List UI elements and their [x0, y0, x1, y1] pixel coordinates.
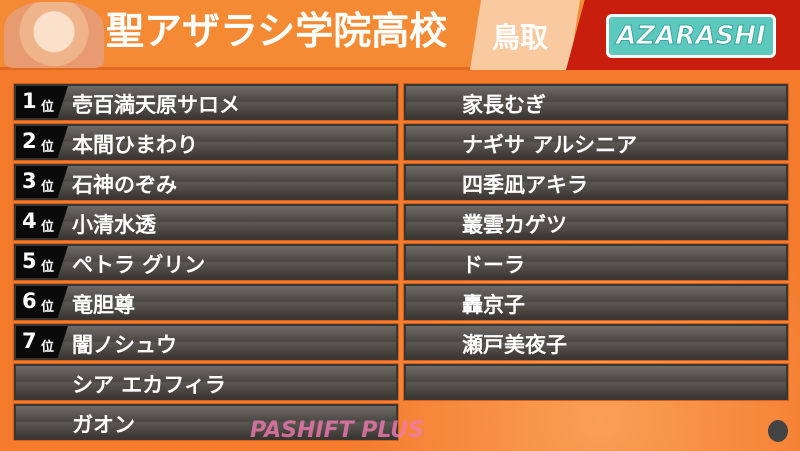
channel-icon: [768, 420, 788, 442]
member-row: 轟京子: [404, 284, 788, 320]
rank-number: 6: [22, 289, 37, 313]
member-name: ドーラ: [462, 253, 525, 277]
member-name: 家長むぎ: [462, 93, 546, 117]
school-title: 聖アザラシ学院高校: [106, 9, 448, 53]
member-name: ペトラ グリン: [72, 253, 206, 277]
rank-suffix: 位: [41, 220, 55, 235]
azarashi-logo: AZARASHI: [606, 14, 776, 58]
ranking-row: 6 位竜胆尊: [14, 284, 398, 320]
rank-number: 2: [22, 129, 37, 153]
ranking-row: 2 位本間ひまわり: [14, 124, 398, 160]
member-name: 叢雲カゲツ: [462, 213, 567, 237]
member-name: 轟京子: [462, 293, 525, 317]
member-row: ナギサ アルシニア: [404, 124, 788, 160]
member-row: 瀬戸美夜子: [404, 324, 788, 360]
ranking-row: 7 位闇ノシュウ: [14, 324, 398, 360]
member-name: 四季凪アキラ: [462, 173, 588, 197]
member-name: ナギサ アルシニア: [462, 133, 638, 157]
rank-suffix: 位: [41, 340, 55, 355]
member-row: ドーラ: [404, 244, 788, 280]
member-row: 四季凪アキラ: [404, 164, 788, 200]
member-name: 石神のぞみ: [72, 173, 177, 197]
ranking-row: シア エカフィラ: [14, 364, 398, 400]
rank-suffix: 位: [41, 100, 55, 115]
member-row: [404, 364, 788, 400]
rank-number: 7: [22, 329, 37, 353]
ranking-row: ガオン: [14, 404, 398, 440]
member-name: シア エカフィラ: [72, 373, 226, 397]
rank-number: 3: [22, 169, 37, 193]
character-avatar: [4, 2, 104, 68]
rank-suffix: 位: [41, 300, 55, 315]
member-row: 家長むぎ: [404, 84, 788, 120]
ranking-row: 1 位壱百満天原サロメ: [14, 84, 398, 120]
member-name: ガオン: [72, 413, 135, 437]
rank-number: 1: [22, 89, 37, 113]
ranking-row: 4 位小清水透: [14, 204, 398, 240]
rank-number: 5: [22, 249, 37, 273]
watermark-logo: PASHIFT PLUS: [250, 418, 424, 443]
prefecture-panel: 鳥取: [470, 0, 580, 70]
prefecture-label: 鳥取: [492, 21, 549, 54]
member-name: 竜胆尊: [72, 293, 135, 317]
member-row: 叢雲カゲツ: [404, 204, 788, 240]
header: 聖アザラシ学院高校 鳥取 AZARASHI: [0, 0, 800, 70]
rank-suffix: 位: [41, 260, 55, 275]
ranking-row: 3 位石神のぞみ: [14, 164, 398, 200]
rank-suffix: 位: [41, 140, 55, 155]
member-name: 闇ノシュウ: [72, 333, 177, 357]
rank-suffix: 位: [41, 180, 55, 195]
member-name: 瀬戸美夜子: [462, 333, 567, 357]
member-name: 壱百満天原サロメ: [72, 93, 240, 117]
member-name: 小清水透: [72, 213, 156, 237]
ranking-row: 5 位ペトラ グリン: [14, 244, 398, 280]
ranking-column-left: 1 位壱百満天原サロメ 2 位本間ひまわり 3 位石神のぞみ 4 位小清水透 5 位ペトラ グリン…: [14, 84, 398, 444]
rank-number: 4: [22, 209, 37, 233]
member-name: 本間ひまわり: [72, 133, 198, 157]
member-column-right: 家長むぎナギサ アルシニア 四季凪アキラ 叢雲カゲツドーラ轟京子瀬戸美夜子: [404, 84, 788, 404]
